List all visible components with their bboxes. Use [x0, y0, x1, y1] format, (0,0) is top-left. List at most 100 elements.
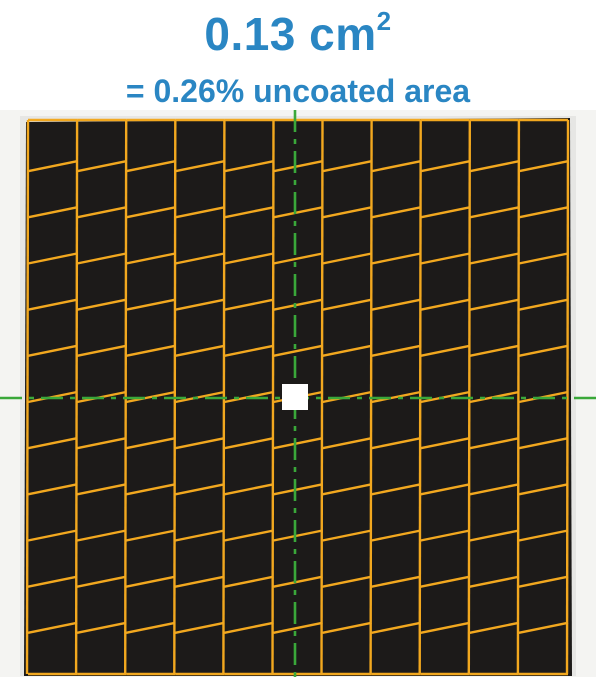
grid-row-segment — [273, 483, 323, 496]
grid-row-segment — [469, 529, 520, 542]
grid-row-segment — [371, 252, 421, 265]
grid-row-segment — [518, 529, 569, 542]
grid-row-segment — [125, 160, 176, 173]
grid-row-segment — [273, 437, 323, 450]
grid-row-segment — [518, 160, 569, 173]
grid-row-segment — [27, 437, 78, 450]
grid-row-segment — [322, 483, 372, 496]
grid-row-segment — [125, 390, 176, 404]
grid-row-segment — [224, 483, 274, 496]
grid-row-segment — [273, 621, 323, 634]
grid-row-segment — [76, 298, 127, 311]
coated-sample-photo — [0, 110, 596, 677]
grid-row-segment — [518, 575, 569, 588]
grid-row-segment — [27, 483, 78, 496]
grid-row-segment — [420, 344, 471, 357]
grid-row-segment — [175, 575, 225, 588]
grid-row-segment — [371, 390, 421, 404]
grid-row-segment — [76, 483, 127, 496]
grid-row-segment — [125, 529, 176, 542]
grid-row-segment — [420, 390, 471, 404]
grid-column-line — [516, 119, 521, 675]
grid-row-segment — [76, 252, 127, 265]
grid-row-segment — [322, 529, 372, 542]
grid-column-line — [271, 119, 275, 675]
grid-row-segment — [420, 575, 471, 588]
grid-row-segment — [27, 206, 78, 219]
grid-row-segment — [175, 483, 225, 496]
grid-row-segment — [273, 298, 323, 311]
grid-row-segment — [224, 206, 274, 219]
grid-row-segment — [273, 529, 323, 542]
grid-row-segment — [518, 252, 569, 265]
grid-row-segment — [76, 529, 127, 542]
grid-row-segment — [125, 252, 176, 265]
grid-row-segment — [76, 437, 127, 450]
grid-row-segment — [420, 437, 471, 450]
grid-row-segment — [175, 298, 225, 311]
grid-row-segment — [518, 206, 569, 219]
grid-row-segment — [371, 621, 421, 634]
grid-row-segment — [322, 437, 372, 450]
grid-row-segment — [125, 483, 176, 496]
grid-row-segment — [469, 252, 520, 265]
grid-row-segment — [27, 344, 78, 357]
grid-row-segment — [27, 529, 78, 542]
grid-row-segment — [224, 344, 274, 357]
grid-row-segment — [469, 206, 520, 219]
grid-row-segment — [371, 206, 421, 219]
grid-row-segment — [518, 621, 569, 634]
grid-row-segment — [273, 344, 323, 357]
grid-row-segment — [224, 298, 274, 311]
grid-row-segment — [322, 621, 372, 634]
grid-row-segment — [469, 483, 520, 496]
grid-row-segment — [27, 575, 78, 588]
grid-row-segment — [420, 160, 471, 173]
grid-row-segment — [420, 529, 471, 542]
grid-row-segment — [322, 344, 372, 357]
grid-row-segment — [125, 206, 176, 219]
grid-row-segment — [518, 344, 569, 357]
grid-column-line — [320, 119, 324, 675]
grid-row-segment — [224, 252, 274, 265]
grid-row-segment — [27, 621, 78, 634]
area-unit-exponent: 2 — [376, 5, 392, 36]
grid-row-segment — [420, 483, 471, 496]
grid-row-segment — [273, 160, 323, 173]
grid-row-segment — [224, 575, 274, 588]
grid-row-segment — [175, 252, 225, 265]
grid-row-segment — [224, 529, 274, 542]
grid-row-segment — [76, 621, 127, 634]
grid-row-segment — [175, 621, 225, 634]
grid-row-segment — [322, 206, 372, 219]
grid-row-segment — [469, 621, 520, 634]
grid-row-segment — [469, 160, 520, 173]
grid-row-segment — [175, 529, 225, 542]
grid-row-segment — [420, 621, 471, 634]
grid-row-segment — [273, 575, 323, 588]
uncoated-spot — [282, 384, 308, 410]
grid-row-segment — [322, 252, 372, 265]
grid-row-segment — [469, 298, 520, 311]
grid-row-segment — [125, 298, 176, 311]
grid-row-segment — [469, 575, 520, 588]
grid-row-segment — [175, 437, 225, 450]
grid-row-segment — [76, 206, 127, 219]
grid-row-segment — [175, 160, 225, 173]
grid-row-segment — [469, 437, 520, 450]
grid-row-segment — [273, 206, 323, 219]
grid-row-segment — [224, 437, 274, 450]
grid-row-segment — [420, 252, 471, 265]
grid-row-segment — [518, 298, 569, 311]
grid-row-segment — [371, 160, 421, 173]
grid-row-segment — [76, 160, 127, 173]
grid-row-segment — [420, 298, 471, 311]
grid-row-segment — [175, 390, 225, 404]
grid-row-segment — [224, 160, 274, 173]
grid-row-segment — [125, 437, 176, 450]
grid-row-segment — [322, 298, 372, 311]
grid-row-segment — [371, 298, 421, 311]
area-value-title: 0.13 cm2 — [0, 6, 596, 62]
grid-row-segment — [371, 483, 421, 496]
grid-row-segment — [175, 206, 225, 219]
